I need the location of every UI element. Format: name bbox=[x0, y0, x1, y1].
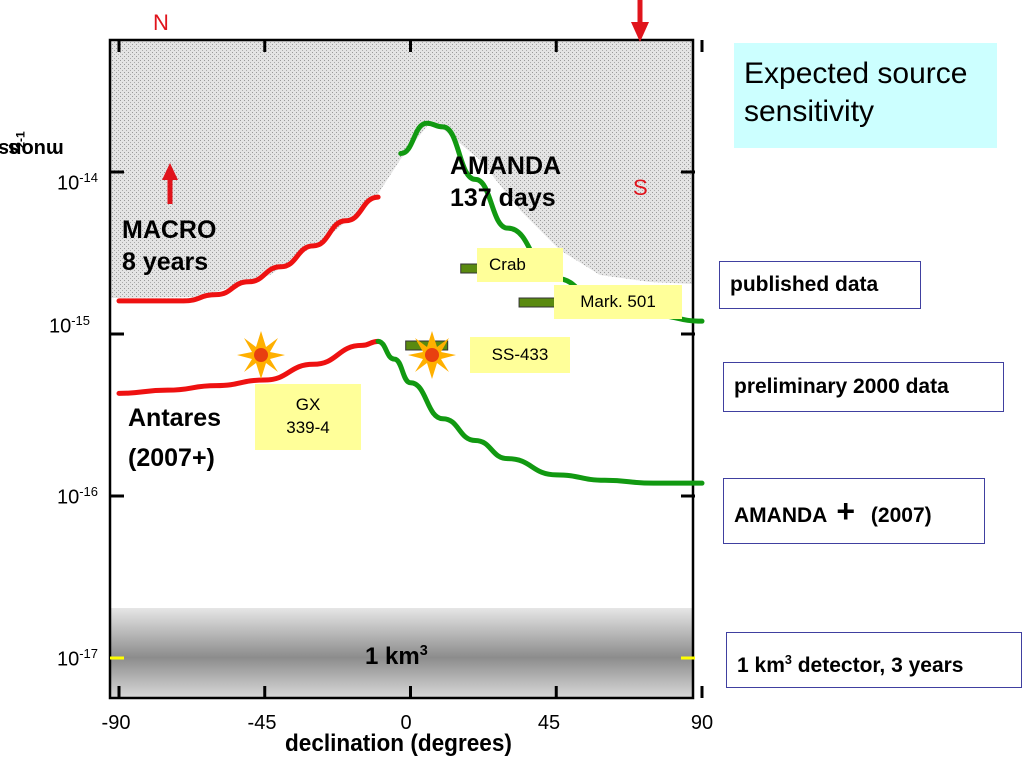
legend-km3: 1 km3 detector, 3 years bbox=[726, 632, 1022, 688]
antares-label: Antares (2007+) bbox=[128, 404, 222, 472]
x-tick-label: 45 bbox=[537, 712, 561, 734]
north-arrow-icon bbox=[162, 163, 178, 204]
starburst-icon bbox=[237, 331, 285, 379]
series-line-3 bbox=[375, 338, 705, 486]
chart-title: Expected source sensitivity bbox=[734, 43, 997, 148]
source-label-gx339: GX 339-4 bbox=[255, 384, 361, 450]
source-label-mark501: Mark. 501 bbox=[554, 285, 682, 319]
km3-band-label: 1 km3 bbox=[365, 643, 428, 670]
x-axis-label: declination (degrees) bbox=[285, 730, 512, 757]
north-label: N bbox=[153, 10, 169, 35]
x-tick-label: 90 bbox=[690, 712, 714, 734]
legend-published: published data bbox=[719, 261, 921, 309]
km3-band bbox=[110, 608, 693, 698]
amanda-label: AMANDA 137 days bbox=[450, 152, 562, 212]
x-tick-label: -90 bbox=[101, 712, 131, 734]
y-tick-label: 10-15 bbox=[48, 313, 90, 338]
y-tick-label: 10-17 bbox=[56, 646, 98, 671]
x-tick-label: 0 bbox=[400, 712, 412, 734]
tick-marks bbox=[110, 40, 704, 698]
x-tick-label: -45 bbox=[247, 712, 277, 734]
legend-amanda-plus: AMANDA + (2007) bbox=[723, 478, 985, 544]
series-line-2 bbox=[116, 338, 381, 396]
y-tick-label: 10-16 bbox=[56, 484, 98, 509]
south-label: S bbox=[633, 175, 648, 200]
excluded-region bbox=[110, 40, 693, 298]
source-label-ss433: SS-433 bbox=[470, 337, 570, 373]
y-tick-label: 10-14 bbox=[56, 170, 98, 195]
plot-frame bbox=[108, 38, 695, 700]
macro-label: MACRO 8 years bbox=[122, 216, 217, 276]
starburst-icon bbox=[408, 331, 456, 379]
series-line-0 bbox=[116, 194, 381, 304]
source-label-crab: Crab bbox=[477, 248, 563, 282]
legend-preliminary: preliminary 2000 data bbox=[723, 362, 1004, 412]
south-arrow-icon bbox=[631, 0, 649, 42]
